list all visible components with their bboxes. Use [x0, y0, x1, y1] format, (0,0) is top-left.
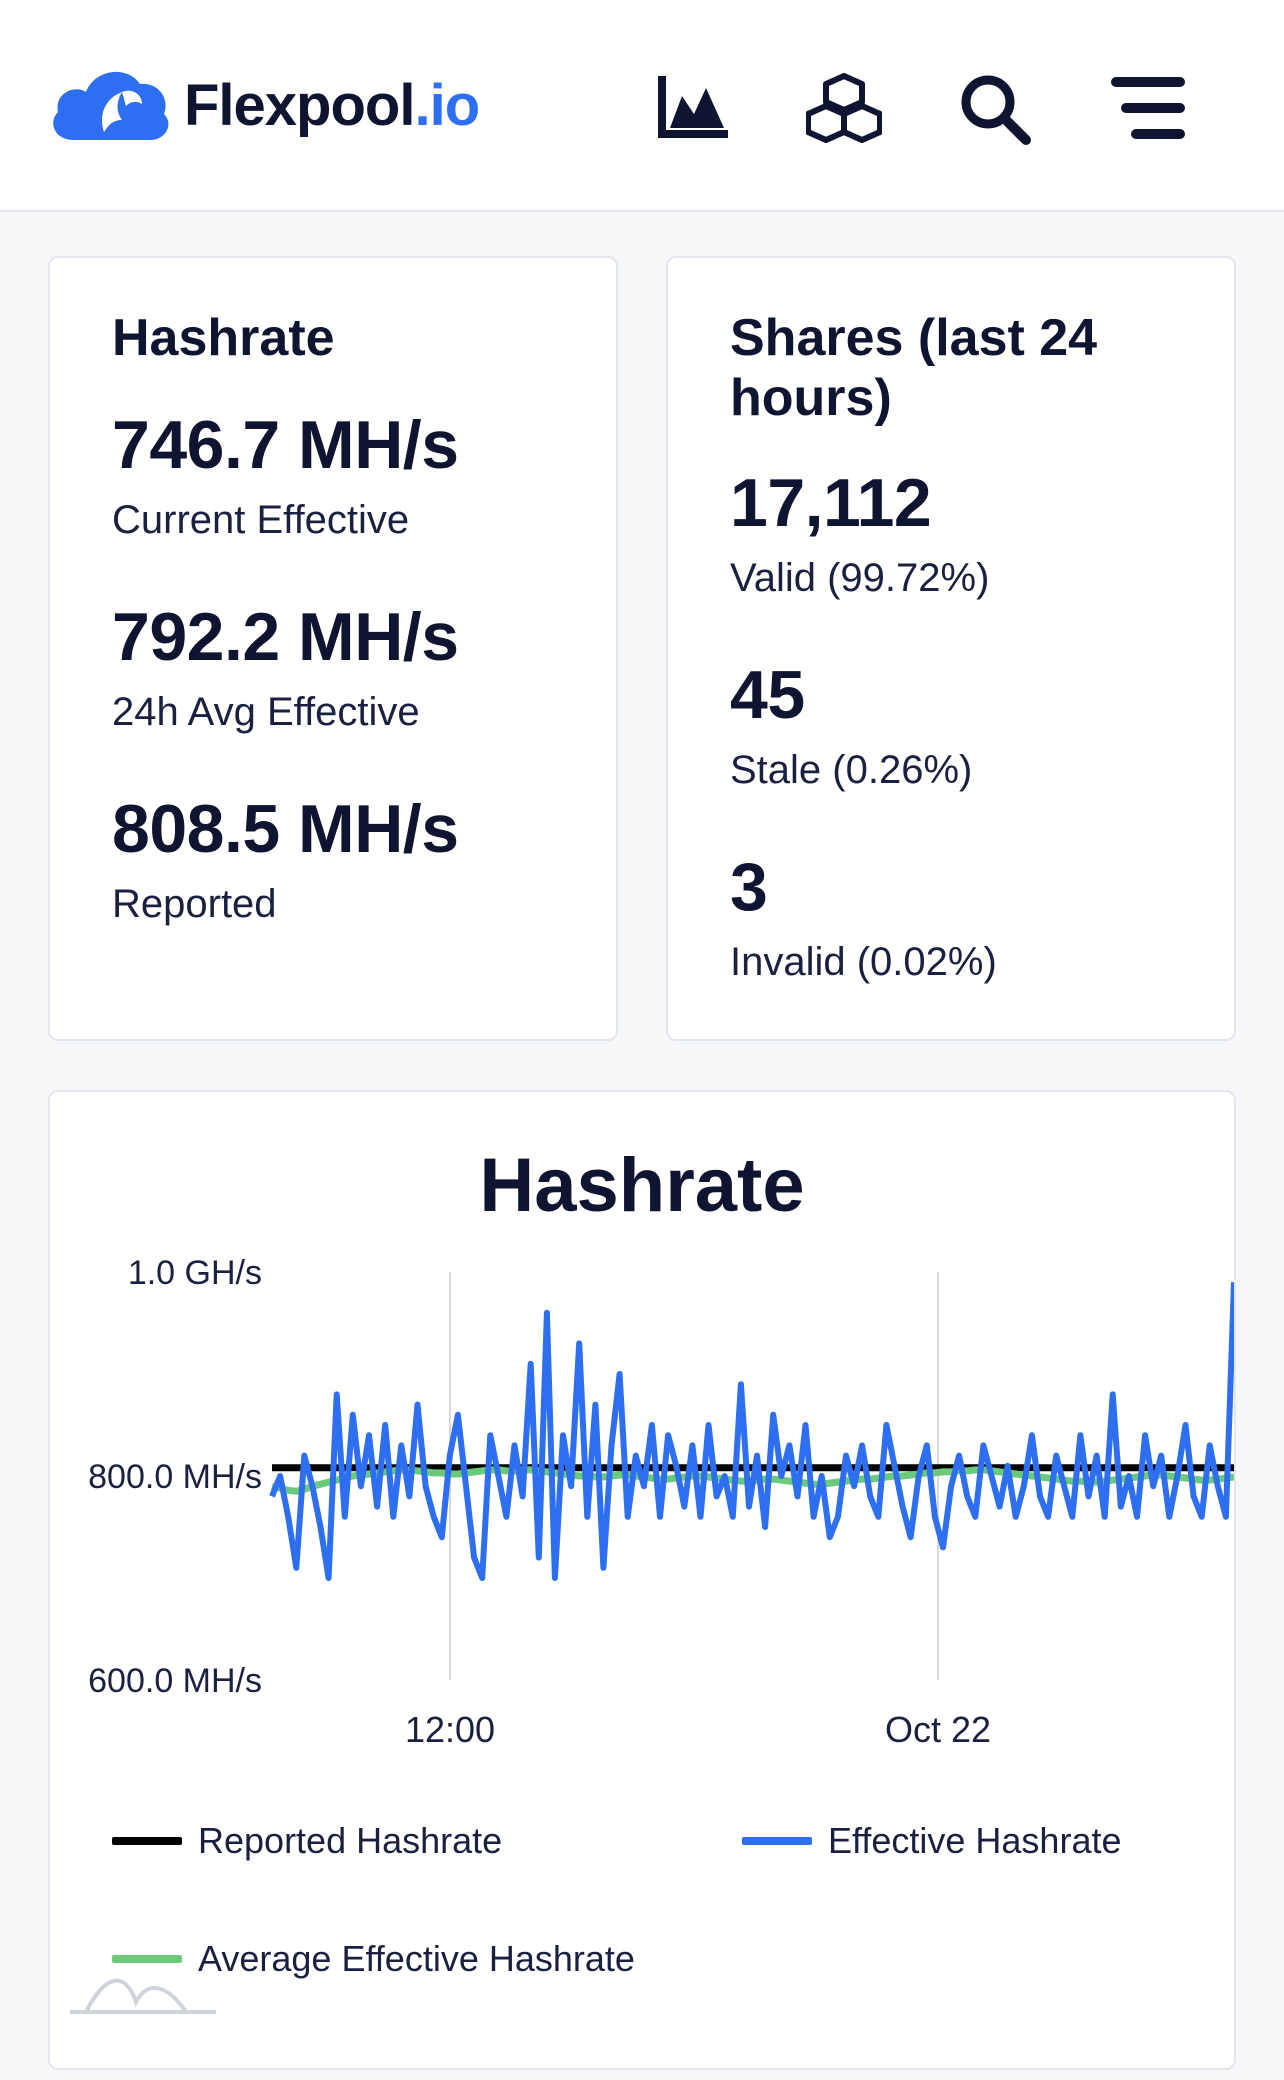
x-tick-label-0: 12:00	[405, 1709, 495, 1750]
legend-effective[interactable]: Effective Hashrate	[742, 1820, 1121, 1862]
legend-label-average: Average Effective Hashrate	[198, 1938, 635, 1979]
avg-effective-value: 792.2 MH/s	[112, 599, 459, 675]
shares-title-line2: hours)	[730, 369, 892, 427]
avg-effective-label: 24h Avg Effective	[112, 690, 420, 734]
shares-title-line1: Shares (last 24	[730, 309, 1098, 367]
y-tick-label-1: 800.0 MH/s	[88, 1458, 262, 1496]
invalid-shares-value: 3	[730, 849, 768, 925]
legend-swatch-average	[112, 1955, 182, 1963]
brand-main-text: Flexpool	[184, 73, 415, 138]
reported-label: Reported	[112, 882, 277, 926]
x-tick-label-1: Oct 22	[885, 1709, 991, 1750]
blocks-icon[interactable]	[805, 70, 883, 146]
valid-shares-value: 17,112	[730, 465, 932, 541]
hashrate-card-title: Hashrate	[112, 309, 335, 367]
chart-icon[interactable]	[656, 70, 732, 146]
brand-name[interactable]: Flexpool.io	[184, 72, 480, 139]
loading-wave-icon	[70, 1978, 216, 2014]
top-header: Flexpool.io	[0, 0, 1284, 212]
flexpool-logo-icon[interactable]	[46, 58, 176, 148]
reported-value: 808.5 MH/s	[112, 791, 459, 867]
stale-shares-label: Stale (0.26%)	[730, 748, 973, 792]
hashrate-chart[interactable]: 1.0 GH/s 800.0 MH/s 600.0 MH/s 12:00 Oct 22	[50, 1092, 1236, 2070]
chart-title: Hashrate	[479, 1143, 805, 1228]
hashrate-card: Hashrate 746.7 MH/s Current Effective 79…	[48, 256, 618, 1041]
brand-accent-text: .io	[414, 73, 480, 138]
legend-reported[interactable]: Reported Hashrate	[112, 1820, 502, 1862]
effective-hashrate-line[interactable]	[269, 1282, 1234, 1581]
stale-shares-value: 45	[730, 657, 805, 733]
search-icon[interactable]	[956, 70, 1032, 146]
invalid-shares-label: Invalid (0.02%)	[730, 940, 997, 984]
y-tick-label-0: 1.0 GH/s	[128, 1254, 262, 1292]
legend-swatch-reported	[112, 1837, 182, 1845]
shares-card: Shares (last 24 hours) 17,112 Valid (99.…	[666, 256, 1236, 1041]
menu-icon[interactable]	[1110, 70, 1186, 146]
current-effective-value: 746.7 MH/s	[112, 407, 459, 483]
legend-label-reported: Reported Hashrate	[198, 1820, 503, 1861]
legend-label-effective: Effective Hashrate	[828, 1820, 1122, 1861]
legend-swatch-effective	[742, 1837, 812, 1845]
y-tick-label-2: 600.0 MH/s	[88, 1662, 262, 1700]
valid-shares-label: Valid (99.72%)	[730, 556, 990, 600]
shares-card-title: Shares (last 24 hours)	[730, 308, 1097, 428]
current-effective-label: Current Effective	[112, 498, 410, 542]
legend-average[interactable]: Average Effective Hashrate	[112, 1938, 635, 1980]
hashrate-chart-card: Hashrate 1.0 GH/s 800.0 MH/s 600.0 MH/s 12…	[48, 1090, 1236, 2070]
